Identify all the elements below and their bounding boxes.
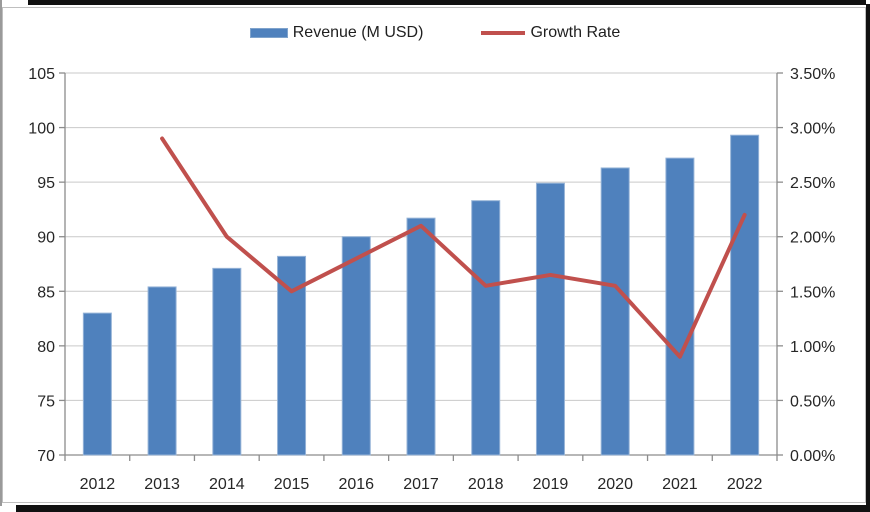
legend-item-growth: Growth Rate <box>481 24 620 42</box>
right-border-bar <box>866 4 870 512</box>
x-axis-category-label: 2016 <box>338 476 374 493</box>
chart-legend: Revenue (M USD) Growth Rate <box>0 18 870 48</box>
right-axis-tick-label: 3.50% <box>790 66 835 83</box>
x-axis-category-label: 2013 <box>144 476 180 493</box>
right-axis-tick-label: 1.00% <box>790 339 835 356</box>
growth-rate-line <box>160 136 747 359</box>
x-axis-category-label: 2022 <box>727 476 763 493</box>
x-axis-category-label: 2015 <box>274 476 310 493</box>
x-axis-category-label: 2014 <box>209 476 245 493</box>
right-axis-tick-label: 2.50% <box>790 175 835 192</box>
left-axis-tick-label: 100 <box>28 121 55 138</box>
left-axis-tick-label: 105 <box>28 66 55 83</box>
right-axis-tick-label: 3.00% <box>790 121 835 138</box>
left-axis-tick-label: 75 <box>37 393 55 410</box>
left-axis-tick-label: 80 <box>37 339 55 356</box>
revenue-swatch-icon <box>249 28 288 38</box>
legend-label-revenue: Revenue (M USD) <box>292 24 424 41</box>
revenue-bar <box>406 217 436 456</box>
right-axis-tick-label: 0.00% <box>790 448 835 465</box>
right-axis-tick-label: 2.00% <box>790 230 835 247</box>
right-axis-tick-label: 0.50% <box>790 393 835 410</box>
revenue-bar <box>82 312 112 456</box>
revenue-bar <box>730 134 760 456</box>
revenue-bar <box>341 236 371 456</box>
x-axis-category-label: 2021 <box>662 476 698 493</box>
revenue-bar <box>535 182 565 456</box>
revenue-bar <box>665 157 695 456</box>
legend-item-revenue: Revenue (M USD) <box>249 24 424 42</box>
revenue-bar <box>471 200 501 456</box>
x-axis-category-label: 2012 <box>80 476 116 493</box>
right-axis-tick-label: 1.50% <box>790 284 835 301</box>
left-axis-tick-label: 95 <box>37 175 55 192</box>
revenue-bar <box>600 167 630 456</box>
left-axis-tick-label: 90 <box>37 230 55 247</box>
top-border-bar <box>28 0 866 5</box>
x-axis-category-label: 2017 <box>403 476 439 493</box>
x-axis-category-label: 2018 <box>468 476 504 493</box>
chart-border <box>2 7 866 503</box>
left-axis-tick-label: 70 <box>37 448 55 465</box>
revenue-bar <box>212 267 242 456</box>
revenue-bar <box>147 286 177 456</box>
left-axis-tick-label: 85 <box>37 284 55 301</box>
growth-swatch-icon <box>481 31 526 35</box>
left-border-bar <box>0 0 2 506</box>
legend-label-growth: Growth Rate <box>530 24 621 41</box>
x-axis-category-label: 2020 <box>597 476 633 493</box>
bottom-border-bar <box>16 505 870 512</box>
x-axis-category-label: 2019 <box>533 476 569 493</box>
